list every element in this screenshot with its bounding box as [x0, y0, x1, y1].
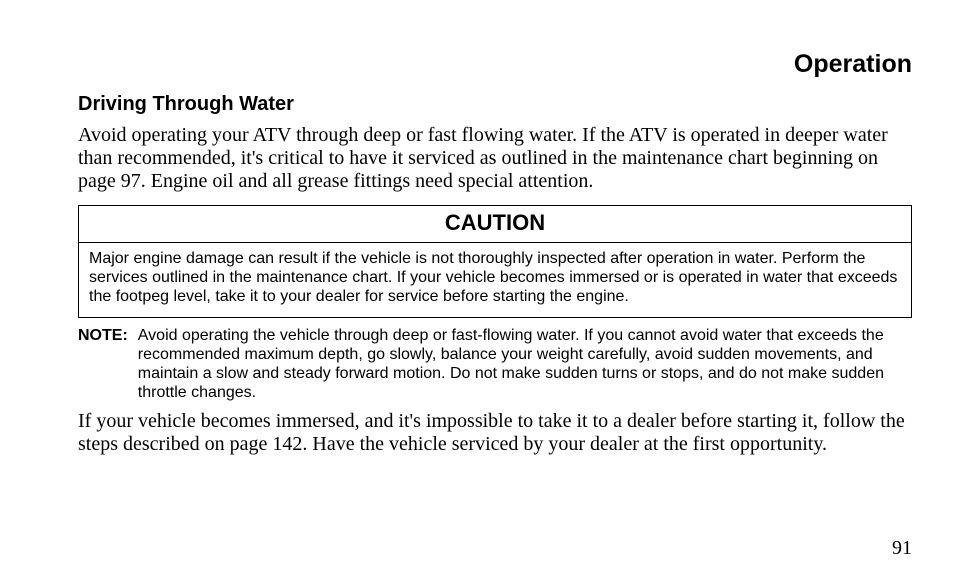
section-title: Driving Through Water — [78, 93, 912, 116]
caution-callout: CAUTION Major engine damage can result i… — [78, 205, 912, 318]
caution-header: CAUTION — [79, 206, 911, 243]
note-text: Avoid operating the vehicle through deep… — [138, 326, 912, 403]
note-label: NOTE: — [78, 326, 138, 345]
caution-body: Major engine damage can result if the ve… — [79, 243, 911, 317]
page-number: 91 — [892, 537, 912, 560]
manual-page: Operation Driving Through Water Avoid op… — [0, 0, 954, 588]
note-block: NOTE: Avoid operating the vehicle throug… — [78, 326, 912, 403]
intro-paragraph: Avoid operating your ATV through deep or… — [78, 124, 912, 193]
tail-paragraph: If your vehicle becomes immersed, and it… — [78, 410, 912, 456]
chapter-title: Operation — [78, 50, 912, 79]
